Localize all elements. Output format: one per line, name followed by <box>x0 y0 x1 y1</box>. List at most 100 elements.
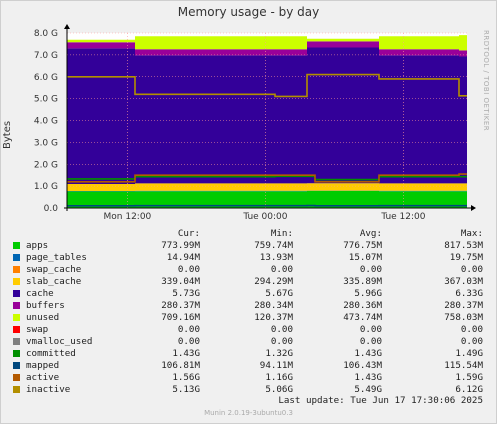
last-update: Last update: Tue Jun 17 17:30:06 2025 <box>278 395 483 406</box>
area-unused <box>67 35 467 51</box>
legend-value-cur: 5.13G <box>172 384 200 395</box>
legend-row-active: active 1.56G 1.16G 1.43G 1.59G <box>0 372 497 384</box>
legend-value-min: 5.67G <box>265 288 293 299</box>
legend-value-min: 1.32G <box>265 348 293 359</box>
legend-series-name: page_tables <box>26 252 87 263</box>
legend-value-cur: 5.73G <box>172 288 200 299</box>
legend-series-name: inactive <box>26 384 71 395</box>
legend-value-avg: 1.43G <box>354 372 382 383</box>
legend-value-max: 367.03M <box>444 276 483 287</box>
legend-row-page-tables: page_tables 14.94M 13.93M 15.07M 19.75M <box>0 252 497 264</box>
legend-row-swap-cache: swap_cache 0.00 0.00 0.00 0.00 <box>0 264 497 276</box>
legend-value-max: 280.37M <box>444 300 483 311</box>
legend-row-cache: cache 5.73G 5.67G 5.96G 6.33G <box>0 288 497 300</box>
legend-header-max: Max: <box>460 228 483 239</box>
legend-value-cur: 1.56G <box>172 372 200 383</box>
legend-value-cur: 339.04M <box>161 276 200 287</box>
munin-version: Munin 2.0.19-3ubuntu0.3 <box>204 409 293 417</box>
legend-swatch <box>13 314 20 321</box>
legend-value-cur: 106.81M <box>161 360 200 371</box>
legend-value-min: 0.00 <box>270 336 293 347</box>
legend-row-unused: unused 709.16M 120.37M 473.74M 758.03M <box>0 312 497 324</box>
legend-series-name: vmalloc_used <box>26 336 93 347</box>
legend-swatch <box>13 338 20 345</box>
legend-value-cur: 0.00 <box>177 264 200 275</box>
legend-value-min: 120.37M <box>254 312 293 323</box>
legend-swatch <box>13 254 20 261</box>
x-tick-label: Tue 12:00 <box>380 212 425 222</box>
legend-value-min: 294.29M <box>254 276 293 287</box>
x-axis-arrow <box>471 205 476 211</box>
legend-value-min: 280.34M <box>254 300 293 311</box>
legend-value-avg: 776.75M <box>343 240 382 251</box>
y-tick-label: 0.0 <box>44 204 59 214</box>
legend-value-max: 115.54M <box>444 360 483 371</box>
y-tick-label: 1.0 G <box>34 182 58 192</box>
legend-series-name: buffers <box>26 300 65 311</box>
area-buffers <box>67 41 467 57</box>
legend-value-max: 0.00 <box>460 324 483 335</box>
x-ticks: Mon 12:00 Tue 00:00 Tue 12:00 <box>104 212 426 222</box>
legend-swatch <box>13 278 20 285</box>
stacked-areas <box>67 32 467 208</box>
legend-series-name: swap <box>26 324 49 335</box>
legend-value-max: 817.53M <box>444 240 483 251</box>
legend-value-max: 6.12G <box>455 384 483 395</box>
legend-value-max: 6.33G <box>455 288 483 299</box>
y-tick-label: 3.0 G <box>34 138 58 148</box>
legend-value-max: 1.59G <box>455 372 483 383</box>
legend-value-min: 0.00 <box>270 324 293 335</box>
y-tick-label: 4.0 G <box>34 117 58 127</box>
legend-header-cur: Cur: <box>177 228 200 239</box>
legend-swatch <box>13 362 20 369</box>
legend-series-name: active <box>26 372 60 383</box>
y-tick-label: 2.0 G <box>34 160 58 170</box>
y-tick-label: 7.0 G <box>34 51 58 61</box>
legend-value-avg: 1.43G <box>354 348 382 359</box>
legend-row-inactive: inactive 5.13G 5.06G 5.49G 6.12G <box>0 384 497 396</box>
legend-value-cur: 280.37M <box>161 300 200 311</box>
legend-value-max: 1.49G <box>455 348 483 359</box>
legend-swatch <box>13 386 20 393</box>
y-tick-label: 5.0 G <box>34 95 58 105</box>
legend-value-max: 0.00 <box>460 264 483 275</box>
legend-row-vmalloc-used: vmalloc_used 0.00 0.00 0.00 0.00 <box>0 336 497 348</box>
memory-chart: 0.0 1.0 G 2.0 G 3.0 G 4.0 G 5.0 G 6.0 G 7.0 G 8.… <box>34 24 476 222</box>
legend-swatch <box>13 374 20 381</box>
legend-value-cur: 0.00 <box>177 324 200 335</box>
legend-value-min: 0.00 <box>270 264 293 275</box>
legend-swatch <box>13 350 20 357</box>
rrdtool-credit: RRDTOOL / TOBI OETIKER <box>482 30 490 132</box>
legend-value-avg: 5.96G <box>354 288 382 299</box>
legend-value-min: 13.93M <box>259 252 293 263</box>
line-active <box>67 173 467 183</box>
legend-value-avg: 0.00 <box>359 324 382 335</box>
legend-row-swap: swap 0.00 0.00 0.00 0.00 <box>0 324 497 336</box>
legend-value-avg: 280.36M <box>343 300 382 311</box>
x-tick-label: Mon 12:00 <box>104 212 152 222</box>
line-inactive <box>67 73 467 98</box>
legend-value-cur: 0.00 <box>177 336 200 347</box>
chart-title: Memory usage - by day <box>177 5 320 19</box>
legend-row-committed: committed 1.43G 1.32G 1.43G 1.49G <box>0 348 497 360</box>
legend-value-cur: 1.43G <box>172 348 200 359</box>
y-tick-label: 8.0 G <box>34 29 58 39</box>
legend-value-avg: 0.00 <box>359 336 382 347</box>
legend-series-name: cache <box>26 288 54 299</box>
legend-row-buffers: buffers 280.37M 280.34M 280.36M 280.37M <box>0 300 497 312</box>
legend-value-avg: 5.49G <box>354 384 382 395</box>
legend-row-slab-cache: slab_cache 339.04M 294.29M 335.89M 367.03M <box>0 276 497 288</box>
legend-series-name: committed <box>26 348 76 359</box>
area-apps <box>67 190 467 208</box>
x-tick-label: Tue 00:00 <box>242 212 287 222</box>
legend-swatch <box>13 242 20 249</box>
legend-swatch <box>13 266 20 273</box>
legend-value-max: 758.03M <box>444 312 483 323</box>
legend-value-min: 5.06G <box>265 384 293 395</box>
y-axis-arrow <box>64 24 70 29</box>
legend-series-name: slab_cache <box>26 276 82 287</box>
legend-swatch <box>13 290 20 297</box>
y-tick-label: 6.0 G <box>34 73 58 83</box>
legend-row-mapped: mapped 106.81M 94.11M 106.43M 115.54M <box>0 360 497 372</box>
legend-series-name: apps <box>26 240 49 251</box>
